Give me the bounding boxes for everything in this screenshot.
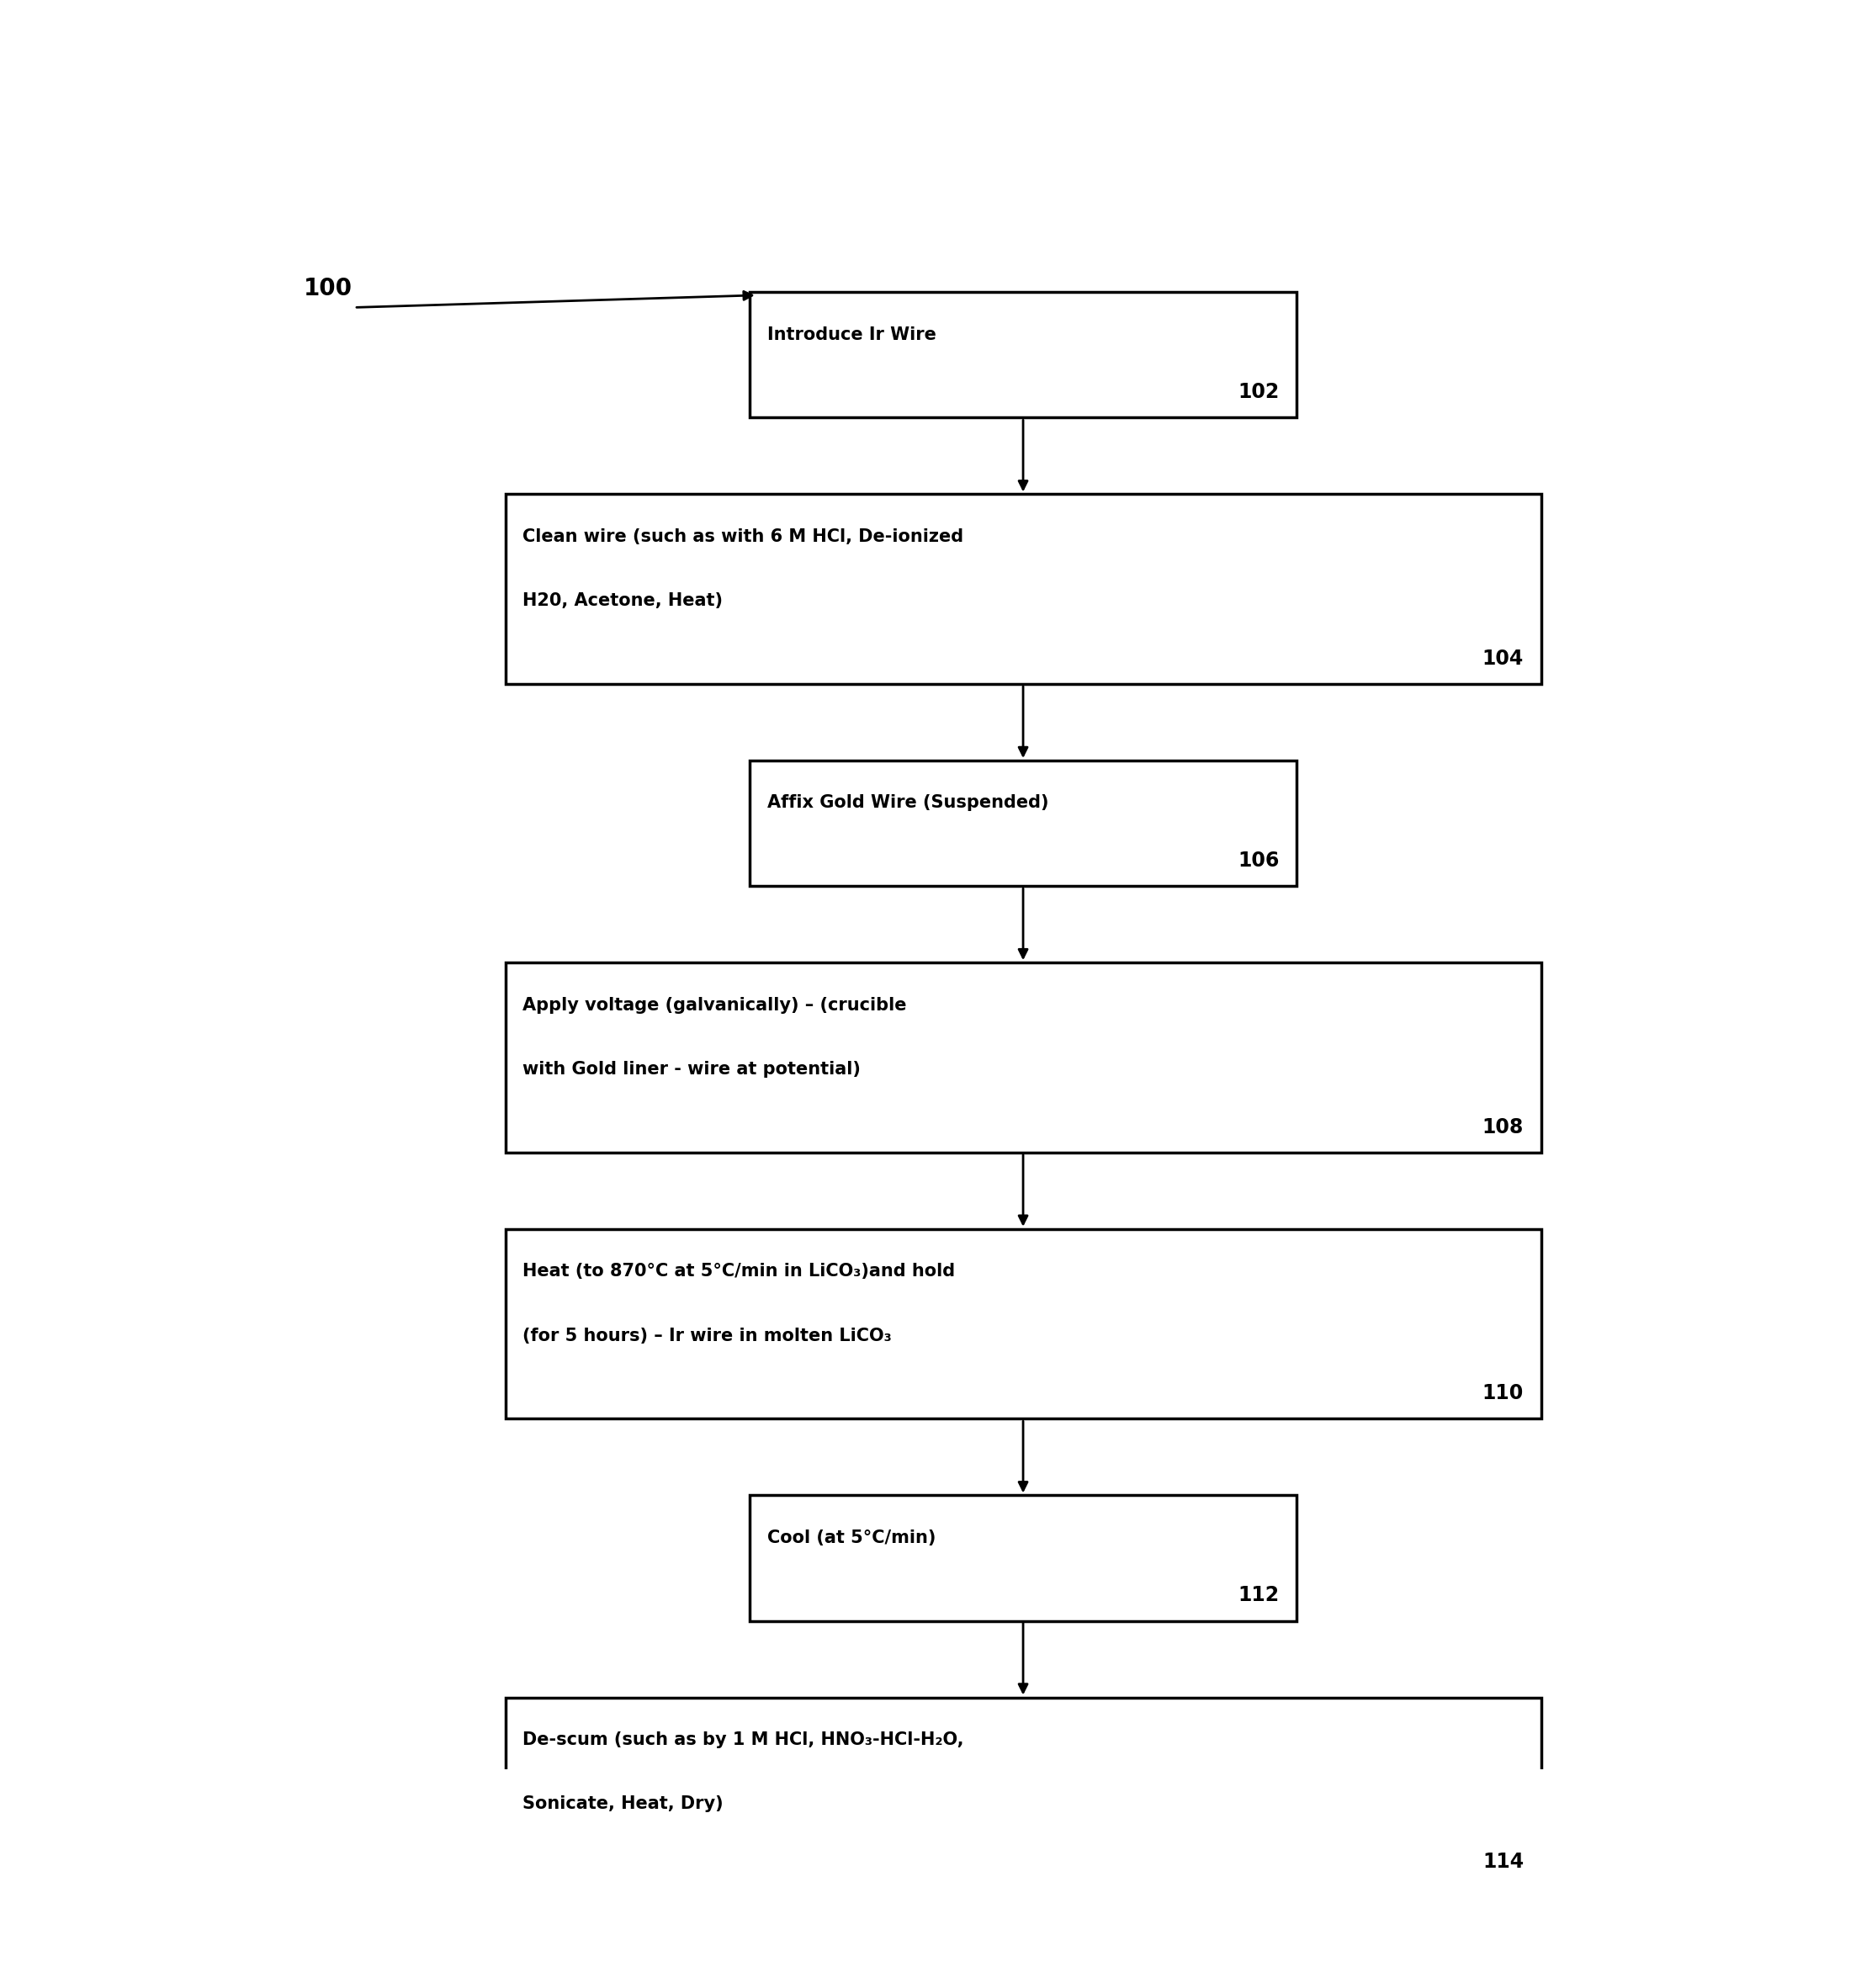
Text: 104: 104 (1483, 648, 1524, 668)
Text: with Gold liner - wire at potential): with Gold liner - wire at potential) (523, 1062, 861, 1077)
Bar (505, 495, 1540, 684)
Bar (505, 1229, 1540, 1419)
Bar (505, 962, 1540, 1153)
Bar (750, 1495, 1295, 1620)
Text: 100: 100 (304, 276, 353, 300)
Text: Apply voltage (galvanically) – (crucible: Apply voltage (galvanically) – (crucible (523, 996, 906, 1014)
Text: 112: 112 (1238, 1584, 1279, 1606)
Text: De-scum (such as by 1 M HCl, HNO₃-HCl-H₂O,: De-scum (such as by 1 M HCl, HNO₃-HCl-H₂… (523, 1732, 963, 1747)
Bar (750, 292, 1295, 417)
Text: Introduce Ir Wire: Introduce Ir Wire (767, 326, 935, 344)
Bar (750, 761, 1295, 887)
Text: 114: 114 (1483, 1851, 1524, 1873)
Text: Cool (at 5°C/min): Cool (at 5°C/min) (767, 1529, 935, 1547)
Text: Clean wire (such as with 6 M HCl, De-ionized: Clean wire (such as with 6 M HCl, De-ion… (523, 529, 963, 545)
Text: 108: 108 (1483, 1117, 1524, 1137)
Text: Sonicate, Heat, Dry): Sonicate, Heat, Dry) (523, 1795, 724, 1813)
Text: 102: 102 (1238, 382, 1279, 402)
Text: (for 5 hours) – Ir wire in molten LiCO₃: (for 5 hours) – Ir wire in molten LiCO₃ (523, 1328, 891, 1344)
Text: Heat (to 870°C at 5°C/min in LiCO₃)and hold: Heat (to 870°C at 5°C/min in LiCO₃)and h… (523, 1262, 956, 1280)
Text: Affix Gold Wire (Suspended): Affix Gold Wire (Suspended) (767, 795, 1049, 811)
Text: H20, Acetone, Heat): H20, Acetone, Heat) (523, 592, 722, 608)
Text: 110: 110 (1483, 1384, 1524, 1404)
Bar (505, 1964, 1540, 1988)
Bar (505, 1698, 1540, 1887)
Text: 106: 106 (1238, 851, 1279, 871)
